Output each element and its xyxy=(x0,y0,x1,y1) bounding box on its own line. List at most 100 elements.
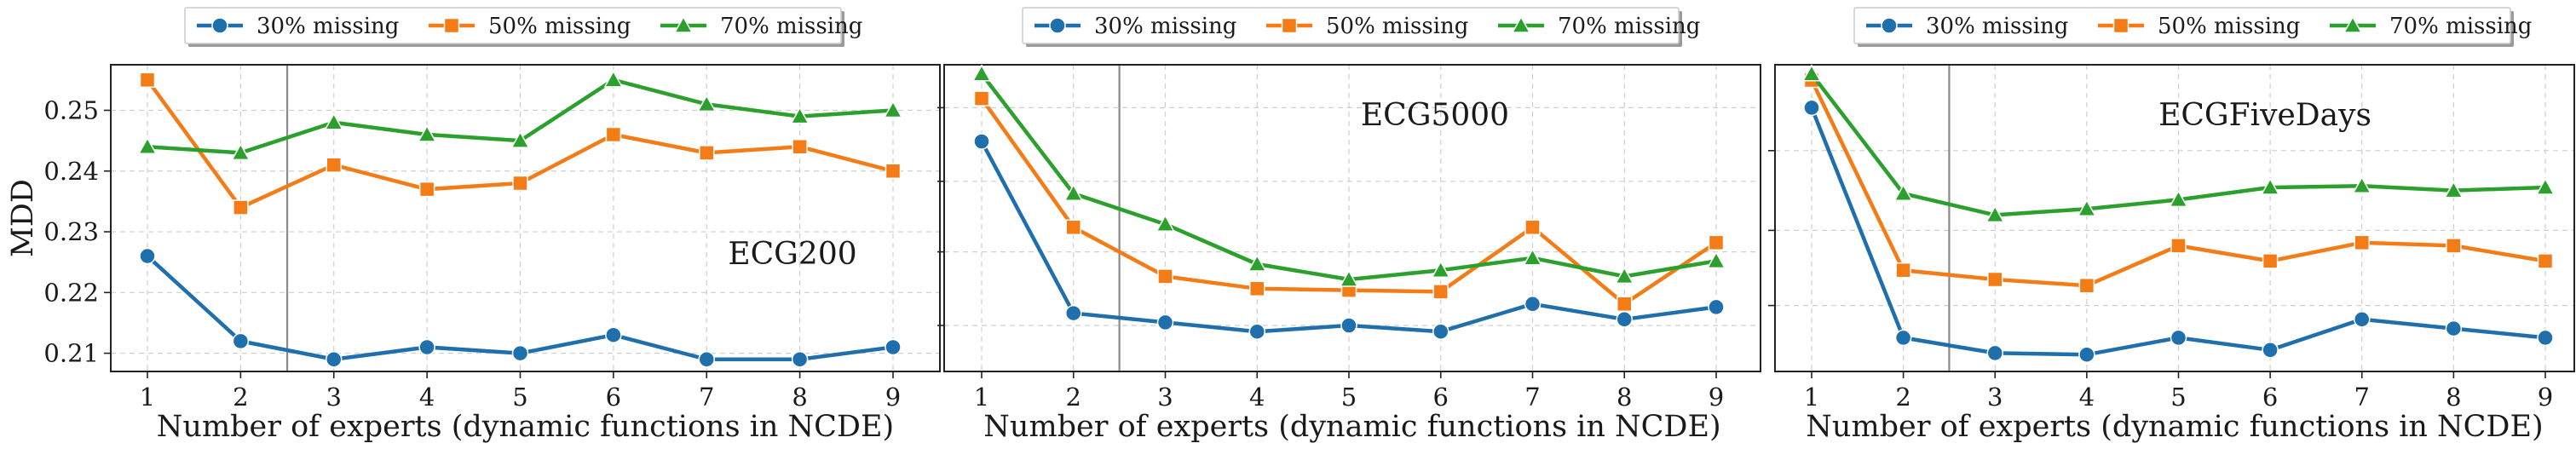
data-point xyxy=(137,136,158,154)
data-point xyxy=(1616,296,1633,313)
x-tick-label: 5 xyxy=(2170,383,2186,412)
data-point xyxy=(1706,250,1726,269)
data-point xyxy=(1063,183,1084,201)
dataset-label: ECG5000 xyxy=(1361,98,1509,133)
x-axis-title: Number of experts (dynamic functions in … xyxy=(1806,410,2543,444)
legend-swatch-marker xyxy=(443,17,460,34)
x-tick-label: 9 xyxy=(2538,383,2553,412)
legend-swatch-marker xyxy=(1881,17,1898,34)
data-point xyxy=(2169,189,2188,208)
legend-entry: 70% missing xyxy=(720,14,862,39)
data-point xyxy=(326,350,343,368)
legend: 30% missing 50% missing 70% missing xyxy=(1022,7,1700,47)
legend-entry: 50% missing xyxy=(488,14,631,39)
x-tick-label: 8 xyxy=(792,383,807,412)
legend-swatch-marker xyxy=(673,15,694,33)
y-tick-label: 0.24 xyxy=(43,157,99,186)
x-tick-label: 5 xyxy=(1341,383,1357,412)
legend-swatch-marker xyxy=(2343,15,2363,33)
legend-swatch-marker xyxy=(1281,17,1298,34)
data-point xyxy=(1431,260,1451,278)
x-tick-label: 8 xyxy=(1616,383,1632,412)
x-tick-label: 2 xyxy=(233,383,248,412)
x-tick-label: 6 xyxy=(1433,383,1449,412)
legend-entry: 50% missing xyxy=(2158,14,2300,39)
data-point xyxy=(1340,317,1357,334)
legend-box xyxy=(1022,7,1680,44)
data-point xyxy=(232,332,250,350)
x-tick-label: 9 xyxy=(885,383,901,412)
data-point xyxy=(1157,268,1173,285)
data-point xyxy=(1339,269,1359,287)
data-point xyxy=(326,157,342,173)
legend-entry: 30% missing xyxy=(1926,14,2068,39)
x-tick-label: 1 xyxy=(1804,383,1819,412)
data-point xyxy=(1248,323,1265,340)
data-point xyxy=(417,124,437,142)
data-point xyxy=(2262,253,2279,269)
data-point xyxy=(1895,262,1911,279)
data-point xyxy=(883,100,903,118)
data-point xyxy=(792,138,808,155)
legend-box xyxy=(184,7,842,44)
data-point xyxy=(418,338,435,356)
data-point xyxy=(2444,181,2464,199)
data-point xyxy=(1893,183,1913,201)
data-point xyxy=(1616,311,1633,328)
data-point xyxy=(605,326,622,343)
data-point xyxy=(1155,214,1175,232)
x-tick-label: 1 xyxy=(140,383,155,412)
y-axis-title: MDD xyxy=(6,179,40,257)
data-point xyxy=(1432,323,1449,340)
x-tick-label: 3 xyxy=(1157,383,1173,412)
dataset-label: ECGFiveDays xyxy=(2158,98,2371,133)
data-point xyxy=(2537,253,2554,269)
data-point xyxy=(1065,304,1082,322)
dataset-label: ECG200 xyxy=(728,237,856,272)
data-point xyxy=(1987,271,2003,288)
data-point xyxy=(1708,298,1725,316)
legend: 30% missing 50% missing 70% missing xyxy=(1853,7,2532,47)
x-tick-label: 8 xyxy=(2446,383,2461,412)
data-point xyxy=(2260,177,2280,195)
x-tick-label: 4 xyxy=(1249,383,1265,412)
data-point xyxy=(885,338,902,356)
x-tick-label: 5 xyxy=(512,383,527,412)
data-point xyxy=(2354,234,2370,251)
x-tick-label: 1 xyxy=(974,383,989,412)
data-point xyxy=(1156,314,1174,331)
data-point xyxy=(2354,311,2371,328)
legend-entry: 70% missing xyxy=(2389,14,2532,39)
data-point xyxy=(510,130,530,148)
x-tick-label: 7 xyxy=(1524,383,1540,412)
legend-swatch-marker xyxy=(1511,15,1531,33)
data-point xyxy=(1523,248,1542,266)
data-point xyxy=(605,126,622,143)
data-point xyxy=(885,163,902,180)
data-point xyxy=(2352,176,2372,193)
data-point xyxy=(790,106,810,124)
x-tick-label: 2 xyxy=(1895,383,1910,412)
data-point xyxy=(324,112,344,130)
x-tick-label: 3 xyxy=(1987,383,2003,412)
data-point xyxy=(2078,277,2095,294)
data-point xyxy=(418,181,435,198)
data-point xyxy=(1065,219,1081,236)
data-point xyxy=(139,72,156,89)
data-point xyxy=(2537,329,2554,347)
x-tick-label: 2 xyxy=(1066,383,1081,412)
data-point xyxy=(2535,177,2556,195)
data-point xyxy=(1708,234,1725,251)
x-axis-title: Number of experts (dynamic functions in … xyxy=(157,410,894,444)
data-point xyxy=(698,350,715,368)
x-tick-label: 9 xyxy=(1709,383,1724,412)
data-point xyxy=(971,64,992,82)
legend-entry: 30% missing xyxy=(1094,14,1236,39)
data-point xyxy=(791,350,809,368)
data-point xyxy=(2445,319,2463,337)
chart-panel-1: 1 2 3 4 5 6 7 8 9 0.21 0.22 0.23 0.24 0.25 Number of e… xyxy=(6,7,941,444)
data-point xyxy=(1247,254,1267,272)
